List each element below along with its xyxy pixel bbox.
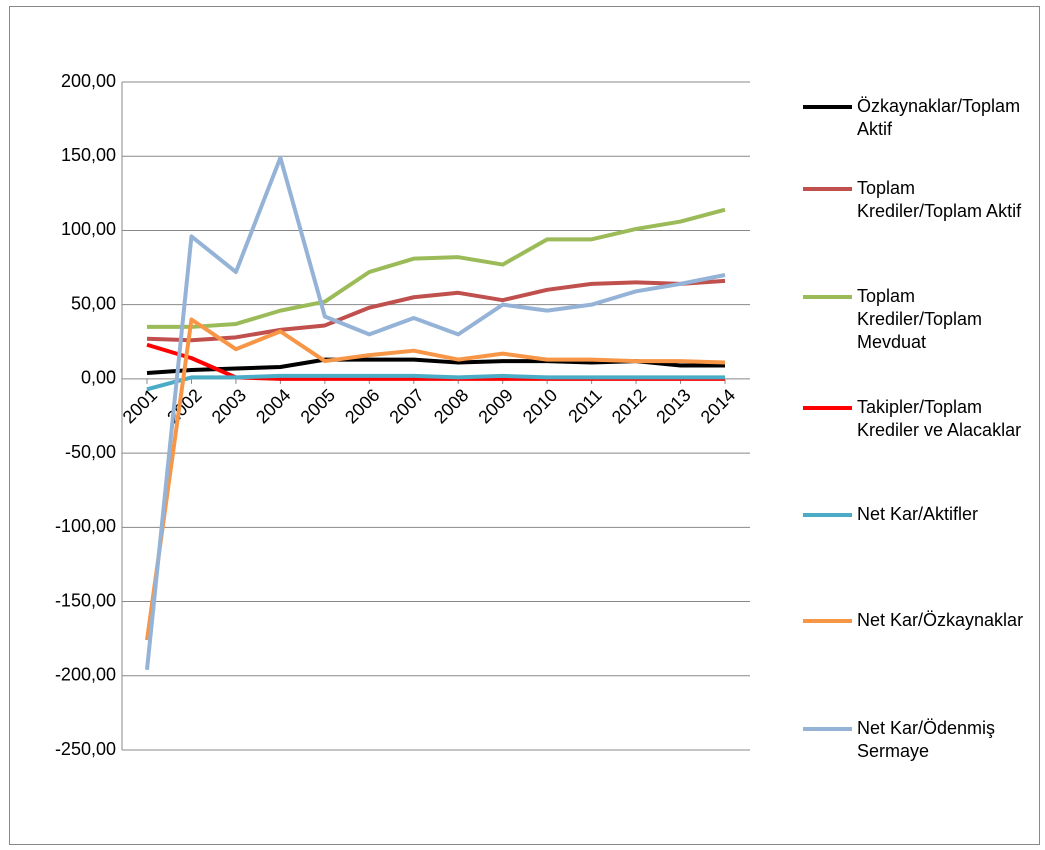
x-tick-label: 2012 [608, 385, 650, 427]
x-tick-label: 2010 [519, 385, 561, 427]
y-tick-label: 150,00 [61, 145, 116, 165]
legend-label: Toplam Krediler/Toplam Aktif [857, 178, 1022, 221]
y-tick-label: -200,00 [55, 665, 116, 685]
x-tick-label: 2001 [119, 385, 161, 427]
y-tick-label: -250,00 [55, 739, 116, 759]
legend-label: Net Kar/Aktifler [857, 504, 979, 524]
series-line [147, 207, 726, 329]
x-tick-label: 2011 [564, 385, 606, 427]
x-tick-label: 2006 [341, 385, 383, 427]
x-tick-label: 2003 [208, 385, 250, 427]
y-tick-label: -50,00 [65, 442, 116, 462]
series-line [146, 278, 726, 343]
chart-border [9, 6, 1040, 845]
x-tick-label: 2002 [163, 385, 205, 427]
x-tick-label: 2005 [297, 385, 339, 427]
y-tick-label: 200,00 [61, 71, 116, 91]
x-tick-label: 2013 [652, 385, 694, 427]
legend-label: Net Kar/Özkaynaklar [857, 610, 1024, 630]
legend-label: Takipler/Toplam Krediler ve Alacaklar [857, 397, 1022, 440]
legend-label: Özkaynaklar/Toplam Aktif [857, 96, 1021, 139]
x-tick-label: 2014 [697, 385, 739, 427]
y-tick-label: -150,00 [55, 590, 116, 610]
series-line [146, 373, 725, 392]
x-tick-label: 2004 [252, 385, 294, 427]
x-tick-label: 2008 [430, 385, 472, 427]
series-line [145, 155, 726, 671]
series-line [145, 317, 726, 641]
y-tick-label: 0,00 [81, 368, 116, 388]
x-tick-label: 2007 [385, 385, 427, 427]
y-tick-label: -100,00 [55, 516, 116, 536]
legend-label: Net Kar/Ödenmiş Sermaye [857, 718, 996, 761]
x-tick-label: 2009 [474, 385, 516, 427]
y-tick-label: 100,00 [61, 219, 116, 239]
legend-label: Toplam Krediler/Toplam Mevduat [857, 286, 983, 352]
y-tick-label: 50,00 [71, 293, 116, 313]
